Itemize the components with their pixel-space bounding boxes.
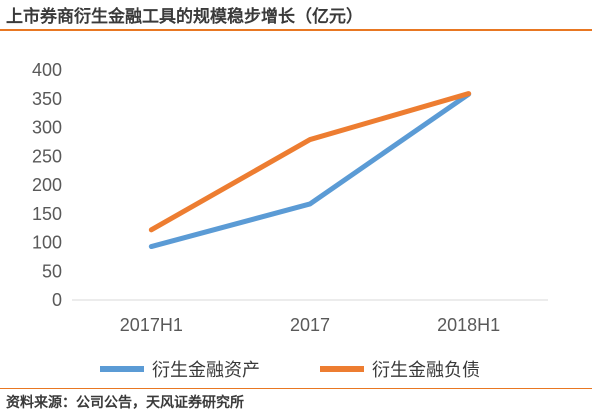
y-tick-label: 400 [32, 60, 62, 80]
y-tick-label: 200 [32, 175, 62, 195]
series-lines [148, 91, 472, 250]
legend-label: 衍生金融负债 [372, 360, 480, 381]
source-note: 资料来源：公司公告，天风证券研究所 [6, 395, 244, 411]
chart-title: 上市券商衍生金融工具的规模稳步增长（亿元） [6, 7, 363, 27]
x-tick-label: 2017 [290, 315, 330, 335]
legend: 衍生金融资产 衍生金融负债 [100, 360, 480, 381]
y-tick-label: 300 [32, 118, 62, 138]
source-rule [0, 388, 592, 389]
y-axis-ticks: 0 50 100 150 200 250 300 350 400 [32, 60, 62, 310]
x-axis-ticks: 2017H1 2017 2018H1 [120, 315, 500, 335]
y-tick-label: 0 [52, 290, 62, 310]
x-tick-label: 2017H1 [120, 315, 183, 335]
legend-label: 衍生金融资产 [152, 360, 260, 381]
series-line-1 [148, 91, 472, 250]
series-line-2 [148, 91, 472, 233]
y-tick-label: 150 [32, 204, 62, 224]
y-tick-label: 50 [42, 261, 62, 281]
x-tick-label: 2018H1 [437, 315, 500, 335]
title-rule [0, 29, 592, 31]
y-tick-label: 250 [32, 146, 62, 166]
y-tick-label: 350 [32, 89, 62, 109]
y-tick-label: 100 [32, 233, 62, 253]
